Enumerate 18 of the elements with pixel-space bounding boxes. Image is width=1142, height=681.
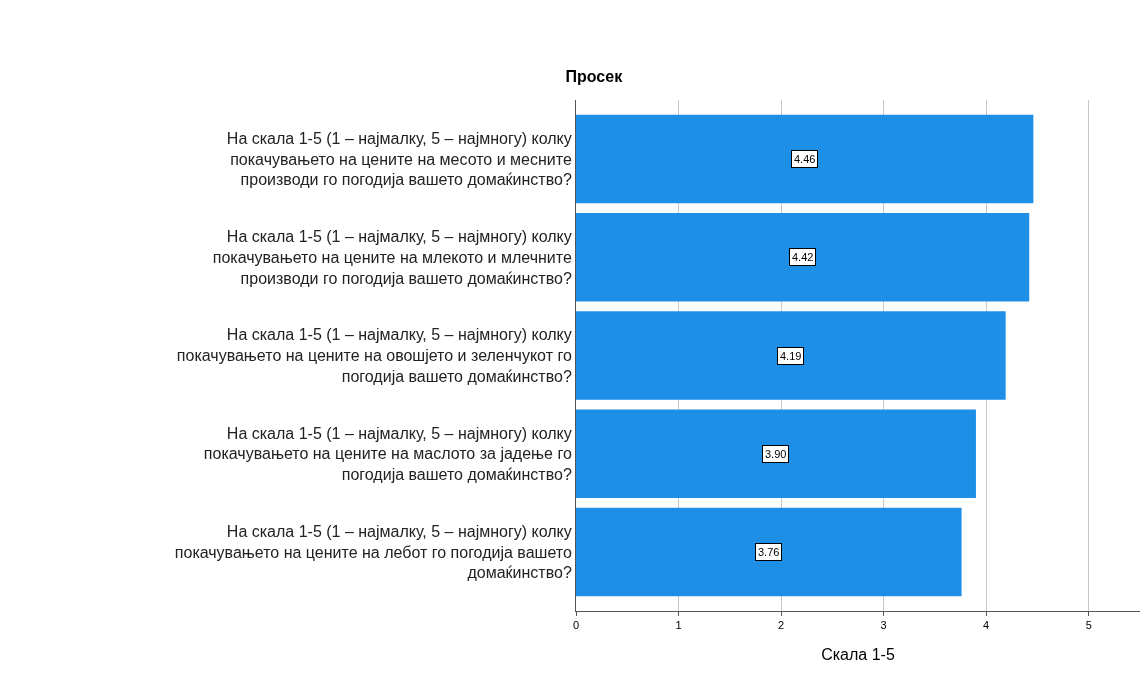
data-label: 4.46 xyxy=(794,153,816,165)
x-tick-label: 2 xyxy=(778,619,785,632)
x-tick-label: 0 xyxy=(572,619,580,632)
y-tick-label: На скала 1-5 (1 – најмалку, 5 – најмногу) колку покачувањето на цените на млекото и млечните производи го погодија вашето домаќинство? xyxy=(212,228,572,287)
data-label: 4.19 xyxy=(780,350,802,362)
y-tick-label: На скала 1-5 (1 – најмалку, 5 – најмногу) колку покачувањето на цените на овошјето и зеленчукот го погодија вашето домаќинство? xyxy=(176,326,572,385)
data-label: 4.42 xyxy=(792,251,814,263)
x-tick-label: 4 xyxy=(983,619,990,632)
x-tick-label: 1 xyxy=(675,619,682,632)
y-tick-label: На скала 1-5 (1 – најмалку, 5 – најмногу) колку покачувањето на цените на лебот го погодија вашето домаќинство? xyxy=(174,522,572,582)
x-tick-label: 5 xyxy=(1085,619,1092,632)
data-label: 3.76 xyxy=(758,546,780,558)
x-tick-label: 3 xyxy=(880,619,887,632)
y-tick-label: На скала 1-5 (1 – најмалку, 5 – најмногу) колку покачувањето на цените на маслото за јадење го погодија вашето домаќинство? xyxy=(203,424,572,484)
x-axis-title: Скала 1-5 xyxy=(821,645,895,663)
data-label: 3.90 xyxy=(765,448,787,460)
chart-title: Просек xyxy=(565,67,624,85)
y-tick-label: На скала 1-5 (1 – најмалку, 5 – најмногу) колку покачувањето на цените на месото и месните производи го погодија вашето домаќинство? xyxy=(226,129,572,189)
